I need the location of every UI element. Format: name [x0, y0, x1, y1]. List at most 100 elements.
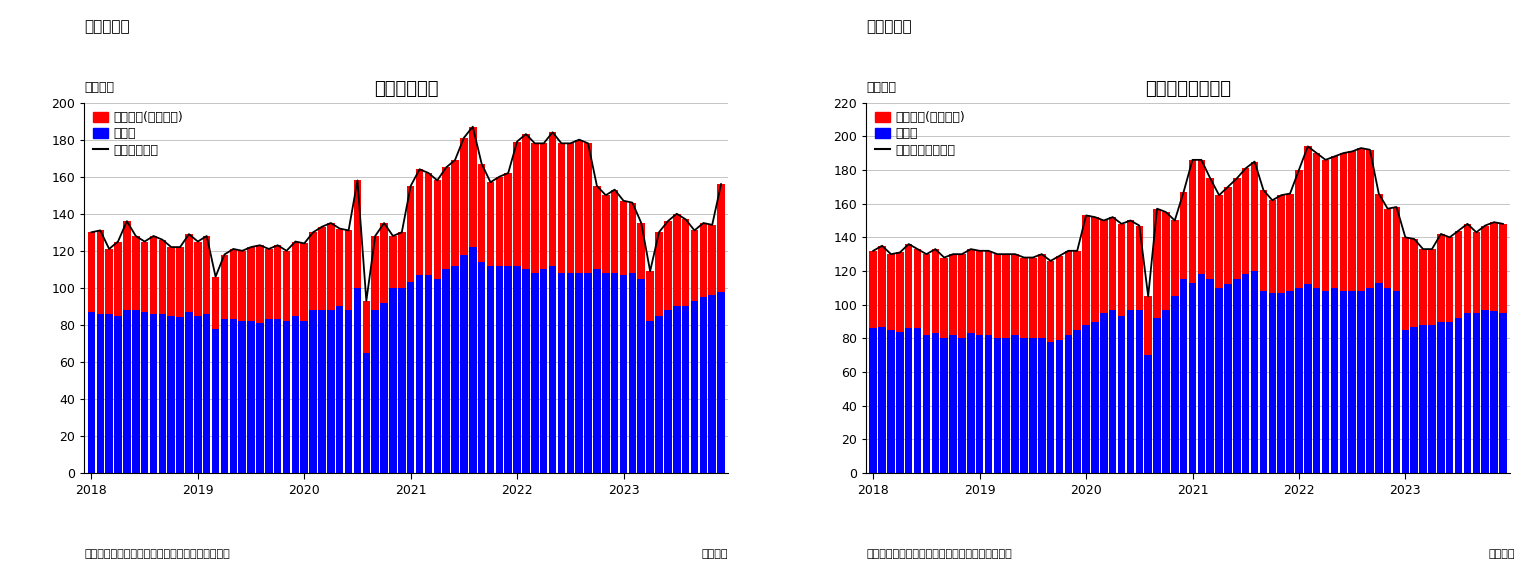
Bar [691, 301, 698, 473]
Bar [699, 297, 707, 473]
Bar [958, 339, 966, 473]
Bar [593, 269, 601, 473]
Bar [1118, 224, 1125, 316]
Bar [967, 249, 975, 333]
Bar [530, 143, 538, 273]
Bar [230, 319, 238, 473]
Bar [221, 319, 228, 473]
Bar [514, 266, 521, 473]
Bar [1047, 342, 1055, 473]
Bar [1499, 313, 1507, 473]
Bar [1366, 288, 1374, 473]
Bar [106, 314, 113, 473]
Bar [1064, 335, 1072, 473]
Bar [878, 327, 886, 473]
Bar [1153, 209, 1160, 318]
Bar [549, 266, 556, 473]
Bar [1233, 279, 1240, 473]
Bar [274, 245, 282, 319]
Bar [1197, 160, 1205, 274]
Bar [212, 277, 219, 328]
Bar [1153, 318, 1160, 473]
Bar [984, 335, 992, 473]
Bar [1003, 254, 1010, 339]
Bar [878, 246, 886, 327]
Bar [1101, 313, 1107, 473]
Bar [291, 316, 299, 473]
Bar [1375, 283, 1383, 473]
Bar [1490, 311, 1498, 473]
Bar [567, 273, 573, 473]
Bar [487, 266, 494, 473]
Bar [230, 249, 238, 319]
Bar [977, 335, 984, 473]
Bar [363, 353, 369, 473]
Bar [1384, 209, 1392, 288]
Bar [185, 234, 193, 312]
Bar [1375, 194, 1383, 283]
Bar [699, 223, 707, 297]
Bar [336, 307, 343, 473]
Bar [282, 251, 290, 321]
Text: （図表１）: （図表１） [84, 19, 130, 34]
Bar [1357, 291, 1364, 473]
Legend: 集合住宅(二戸以上), 戸建て, 住宅着工件数: 集合住宅(二戸以上), 戸建て, 住宅着工件数 [90, 109, 185, 159]
Bar [958, 254, 966, 339]
Bar [619, 201, 627, 275]
Bar [629, 273, 636, 473]
Bar [1162, 310, 1170, 473]
Bar [1225, 187, 1231, 284]
Bar [1056, 340, 1064, 473]
Bar [673, 214, 681, 307]
Bar [247, 247, 254, 321]
Bar [1312, 153, 1320, 288]
Bar [265, 249, 273, 319]
Bar [371, 236, 379, 310]
Bar [664, 221, 671, 310]
Bar [291, 242, 299, 316]
Bar [389, 236, 397, 288]
Bar [1305, 146, 1312, 284]
Title: 住宅着工許可件数: 住宅着工許可件数 [1145, 80, 1231, 98]
Bar [443, 269, 449, 473]
Bar [1038, 254, 1046, 339]
Bar [1012, 254, 1019, 335]
Bar [1410, 327, 1418, 473]
Bar [1410, 239, 1418, 327]
Bar [504, 173, 512, 266]
Bar [495, 266, 503, 473]
Bar [425, 173, 432, 275]
Bar [647, 321, 655, 473]
Bar [1312, 288, 1320, 473]
Bar [629, 202, 636, 273]
Text: （万件）: （万件） [866, 81, 897, 94]
Bar [1171, 221, 1179, 296]
Bar [141, 242, 149, 312]
Bar [354, 180, 362, 288]
Bar [469, 127, 477, 247]
Bar [327, 310, 334, 473]
Bar [1490, 222, 1498, 311]
Bar [1464, 224, 1472, 313]
Bar [1127, 221, 1134, 310]
Bar [1127, 310, 1134, 473]
Bar [914, 328, 921, 473]
Bar [460, 138, 468, 254]
Bar [1029, 258, 1036, 339]
Bar [1268, 293, 1275, 473]
Text: （月次）: （月次） [702, 548, 728, 559]
Bar [1481, 226, 1489, 310]
Bar [1082, 325, 1090, 473]
Bar [195, 242, 202, 316]
Bar [1268, 200, 1275, 293]
Bar [540, 269, 547, 473]
Bar [1429, 325, 1436, 473]
Bar [239, 251, 245, 321]
Bar [1446, 237, 1453, 321]
Text: （資料）センサス局よりニッセイ基礎研究所作成: （資料）センサス局よりニッセイ基礎研究所作成 [84, 548, 230, 559]
Bar [389, 288, 397, 473]
Bar [1101, 221, 1107, 313]
Bar [167, 316, 175, 473]
Bar [932, 249, 940, 333]
Bar [345, 230, 353, 310]
